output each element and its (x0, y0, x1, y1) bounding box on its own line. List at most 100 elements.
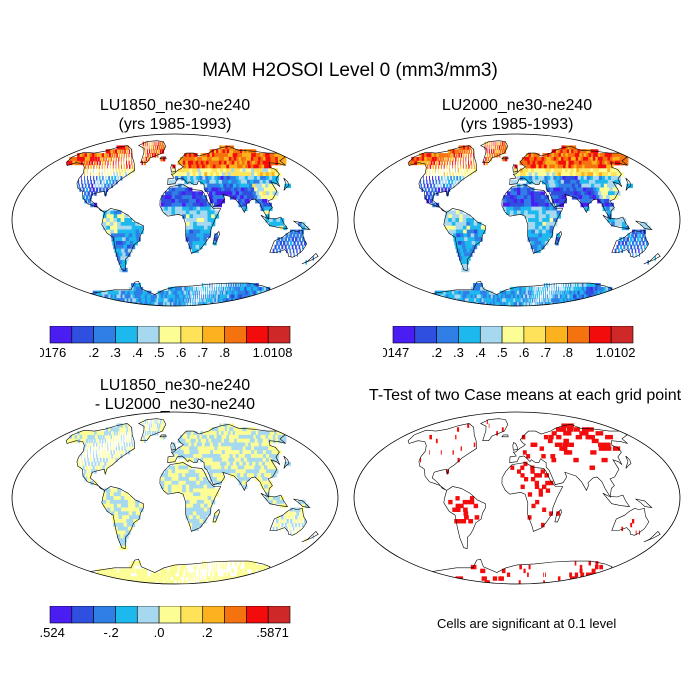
grid-cell (128, 427, 131, 432)
grid-cell (531, 210, 536, 215)
grid-cell (115, 530, 121, 535)
grid-cell (220, 446, 226, 451)
grid-cell (546, 302, 549, 306)
grid-cell (248, 561, 252, 566)
grid-cell (167, 484, 173, 490)
grid-cell (434, 168, 436, 173)
grid-cell (506, 302, 510, 306)
grid-cell (176, 302, 179, 306)
grid-cell (255, 191, 262, 196)
grid-cell (611, 221, 616, 227)
grid-cell (228, 457, 234, 463)
grid-cell (128, 160, 130, 166)
grid-cell (188, 241, 193, 246)
grid-cell (453, 302, 463, 306)
grid-cell (579, 568, 583, 574)
grid-cell (188, 286, 191, 292)
grid-cell (175, 473, 180, 478)
grid-cell (205, 286, 206, 292)
grid-cell (459, 256, 465, 261)
grid-cell (199, 156, 204, 162)
grid-cell (207, 298, 210, 303)
grid-cell (106, 214, 111, 219)
grid-cell (455, 214, 460, 219)
grid-cell (102, 454, 104, 459)
grid-cell (248, 283, 252, 288)
grid-cell (195, 172, 200, 177)
grid-cell (122, 580, 130, 584)
grid-cell (87, 179, 89, 185)
coastline-new-zealand (643, 252, 661, 265)
grid-cell (132, 168, 135, 173)
grid-cell (437, 187, 441, 192)
grid-cell (185, 237, 190, 242)
grid-cell (473, 221, 478, 227)
grid-cell (226, 461, 232, 467)
grid-cell (298, 237, 302, 242)
grid-cell (272, 221, 277, 227)
grid-cell (238, 454, 245, 459)
grid-cell (197, 156, 202, 162)
grid-cell (178, 183, 183, 189)
grid-cell (171, 298, 174, 303)
grid-cell (452, 149, 455, 154)
grid-cell (531, 298, 533, 303)
grid-cell (181, 187, 186, 192)
grid-cell (121, 538, 128, 543)
grid-cell (122, 450, 125, 455)
grid-cell (517, 302, 520, 306)
grid-cell (182, 160, 187, 166)
grid-cell (585, 179, 592, 185)
grid-cell (556, 298, 559, 303)
grid-cell (118, 423, 122, 428)
grid-cell (565, 176, 571, 181)
grid-cell (553, 176, 559, 181)
grid-cell (200, 179, 205, 185)
grid-cell (446, 160, 449, 166)
grid-cell (534, 206, 540, 212)
grid-cell (253, 179, 260, 185)
colorbar-swatch (115, 606, 138, 624)
grid-cell (250, 179, 257, 185)
grid-cell (96, 454, 98, 459)
grid-cell (114, 526, 120, 532)
grid-cell (539, 446, 544, 451)
grid-cell (526, 286, 529, 292)
grid-cell (250, 195, 256, 200)
grid-cell (488, 145, 490, 150)
grid-cell (236, 172, 243, 177)
grid-cell (510, 465, 515, 470)
grid-cell (175, 183, 179, 189)
grid-cell (578, 172, 585, 177)
grid-cell (544, 176, 549, 181)
grid-cell (164, 302, 168, 306)
grid-cell (146, 145, 148, 150)
grid-cell (557, 179, 563, 185)
grid-cell (207, 507, 212, 512)
grid-cell (200, 153, 205, 158)
grid-cell (503, 141, 506, 147)
grid-cell (193, 221, 198, 227)
grid-cell (211, 187, 217, 192)
grid-cell (125, 172, 128, 177)
grid-cell (222, 446, 229, 451)
grid-cell (459, 176, 462, 181)
grid-cell (517, 294, 520, 299)
grid-cell (457, 252, 463, 257)
grid-cell (408, 160, 412, 166)
grid-cell (164, 476, 169, 482)
grid-cell (579, 564, 583, 570)
grid-cell (549, 290, 551, 296)
grid-cell (101, 172, 103, 177)
grid-cell (612, 168, 621, 173)
grid-cell (523, 290, 526, 296)
grid-cell (184, 431, 188, 436)
grid-cell (188, 298, 190, 303)
grid-cell (213, 237, 218, 242)
grid-cell (204, 442, 210, 447)
grid-cell (117, 492, 122, 497)
grid-cell (195, 286, 198, 292)
grid-cell (84, 572, 94, 577)
grid-cell (190, 302, 192, 306)
grid-cell (241, 580, 248, 584)
